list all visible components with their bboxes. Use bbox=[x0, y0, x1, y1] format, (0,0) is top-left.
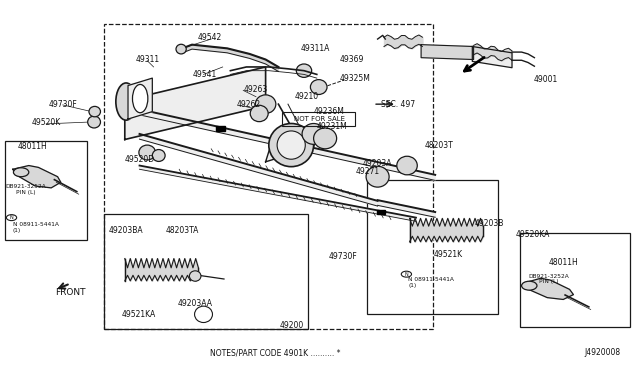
Text: 48011H: 48011H bbox=[548, 258, 578, 267]
Text: FRONT: FRONT bbox=[55, 288, 86, 296]
Polygon shape bbox=[125, 106, 435, 180]
Text: 49203BA: 49203BA bbox=[109, 226, 143, 235]
Text: 49263: 49263 bbox=[243, 85, 268, 94]
Ellipse shape bbox=[176, 44, 186, 54]
Text: 49311: 49311 bbox=[135, 55, 159, 64]
Text: 49262: 49262 bbox=[237, 100, 261, 109]
Ellipse shape bbox=[189, 271, 201, 281]
Polygon shape bbox=[125, 67, 266, 140]
Text: J4920008: J4920008 bbox=[585, 348, 621, 357]
Text: 49200: 49200 bbox=[280, 321, 304, 330]
Text: N 08911-5441A
(1): N 08911-5441A (1) bbox=[408, 277, 454, 288]
Text: 49231M: 49231M bbox=[317, 122, 348, 131]
Polygon shape bbox=[140, 134, 378, 206]
Text: 49520KA: 49520KA bbox=[515, 230, 550, 239]
Ellipse shape bbox=[88, 116, 100, 128]
Ellipse shape bbox=[314, 128, 337, 149]
Text: 49521K: 49521K bbox=[433, 250, 463, 259]
Ellipse shape bbox=[195, 306, 212, 323]
Polygon shape bbox=[140, 166, 416, 221]
Bar bbox=[282, 112, 355, 126]
Polygon shape bbox=[377, 210, 385, 214]
Text: N: N bbox=[10, 215, 13, 220]
Ellipse shape bbox=[310, 80, 327, 94]
Polygon shape bbox=[472, 46, 512, 68]
Text: 49520D: 49520D bbox=[124, 155, 155, 164]
Text: 49236M: 49236M bbox=[314, 107, 344, 116]
Text: 49203B: 49203B bbox=[475, 219, 504, 228]
Text: 49271: 49271 bbox=[355, 167, 380, 176]
Circle shape bbox=[13, 168, 29, 177]
Bar bbox=[367, 180, 498, 314]
Text: 49325M: 49325M bbox=[339, 74, 370, 83]
Ellipse shape bbox=[132, 84, 148, 113]
Circle shape bbox=[522, 281, 537, 290]
Text: 49203A: 49203A bbox=[363, 159, 392, 168]
Text: 49311A: 49311A bbox=[301, 44, 330, 53]
Polygon shape bbox=[525, 278, 573, 299]
Polygon shape bbox=[13, 166, 61, 188]
Ellipse shape bbox=[277, 131, 305, 159]
Polygon shape bbox=[266, 126, 320, 162]
Ellipse shape bbox=[139, 145, 156, 160]
Text: 48011H: 48011H bbox=[18, 142, 47, 151]
Text: 49001: 49001 bbox=[534, 76, 558, 84]
Bar bbox=[5, 141, 87, 240]
Bar bbox=[520, 232, 630, 327]
Text: DB921-3252A
PIN (L): DB921-3252A PIN (L) bbox=[529, 273, 570, 285]
Text: NOTES/PART CODE 4901K .......... *: NOTES/PART CODE 4901K .......... * bbox=[210, 348, 340, 357]
Ellipse shape bbox=[255, 95, 276, 113]
Ellipse shape bbox=[116, 83, 136, 120]
Text: N: N bbox=[404, 272, 408, 277]
Polygon shape bbox=[378, 200, 435, 217]
Polygon shape bbox=[182, 45, 278, 71]
Ellipse shape bbox=[302, 124, 325, 144]
Polygon shape bbox=[216, 126, 225, 131]
Text: 49521KA: 49521KA bbox=[122, 310, 156, 319]
Circle shape bbox=[6, 215, 17, 221]
Text: 48203TA: 48203TA bbox=[166, 226, 199, 235]
Ellipse shape bbox=[250, 105, 268, 122]
Text: 49730F: 49730F bbox=[329, 252, 357, 261]
Polygon shape bbox=[128, 78, 152, 119]
Text: 48203T: 48203T bbox=[425, 141, 453, 150]
Ellipse shape bbox=[269, 124, 314, 167]
Text: DB921-3252A
PIN (L): DB921-3252A PIN (L) bbox=[5, 184, 46, 195]
Text: 49542: 49542 bbox=[198, 33, 222, 42]
Text: SEC. 497: SEC. 497 bbox=[381, 100, 415, 109]
Ellipse shape bbox=[366, 166, 389, 187]
Bar bbox=[104, 24, 433, 329]
Text: 49520K: 49520K bbox=[31, 118, 61, 127]
Text: N 08911-5441A
(1): N 08911-5441A (1) bbox=[13, 222, 59, 233]
Text: 49210: 49210 bbox=[294, 92, 319, 101]
Polygon shape bbox=[421, 45, 474, 60]
Ellipse shape bbox=[296, 64, 312, 77]
Text: 49541: 49541 bbox=[193, 70, 217, 79]
Text: 49730F: 49730F bbox=[49, 100, 77, 109]
Ellipse shape bbox=[89, 106, 100, 117]
Ellipse shape bbox=[152, 150, 165, 161]
Circle shape bbox=[401, 271, 412, 277]
Ellipse shape bbox=[397, 156, 417, 175]
Text: 49203AA: 49203AA bbox=[178, 299, 212, 308]
Text: NOT FOR SALE: NOT FOR SALE bbox=[294, 116, 346, 122]
Bar bbox=[104, 214, 308, 329]
Text: 49369: 49369 bbox=[339, 55, 364, 64]
